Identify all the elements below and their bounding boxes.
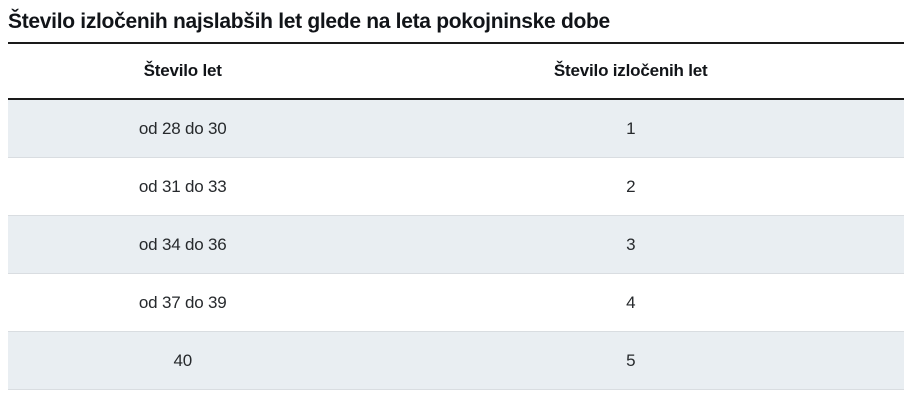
cell-years: 40	[173, 350, 192, 370]
table-row: od 31 do 33 2	[8, 158, 904, 216]
table-row: od 28 do 30 1	[8, 100, 904, 158]
cell-years: od 37 do 39	[138, 292, 227, 312]
cell-years: od 31 do 33	[138, 176, 227, 196]
page-content: Število izločenih najslabših let glede n…	[8, 0, 904, 390]
data-table: Število let Število izločenih let od 28 …	[8, 44, 904, 390]
table-body: od 28 do 30 1 od 31 do 33 2 od 34 do 36 …	[8, 100, 904, 390]
table-row: od 37 do 39 4	[8, 274, 904, 332]
cell-excluded: 1	[626, 118, 636, 138]
column-header-excluded: Število izločenih let	[553, 61, 708, 80]
page-title: Število izločenih najslabših let glede n…	[8, 10, 610, 33]
cell-years: od 34 do 36	[138, 234, 227, 254]
cell-years: od 28 do 30	[138, 118, 227, 138]
cell-excluded: 5	[626, 350, 636, 370]
title-block: Število izločenih najslabših let glede n…	[8, 0, 904, 44]
table-row: 40 5	[8, 332, 904, 390]
column-header-years: Število let	[143, 61, 222, 80]
cell-excluded: 4	[626, 292, 636, 312]
table-header-row: Število let Število izločenih let	[8, 44, 904, 100]
cell-excluded: 3	[626, 234, 636, 254]
table-row: od 34 do 36 3	[8, 216, 904, 274]
cell-excluded: 2	[626, 176, 636, 196]
